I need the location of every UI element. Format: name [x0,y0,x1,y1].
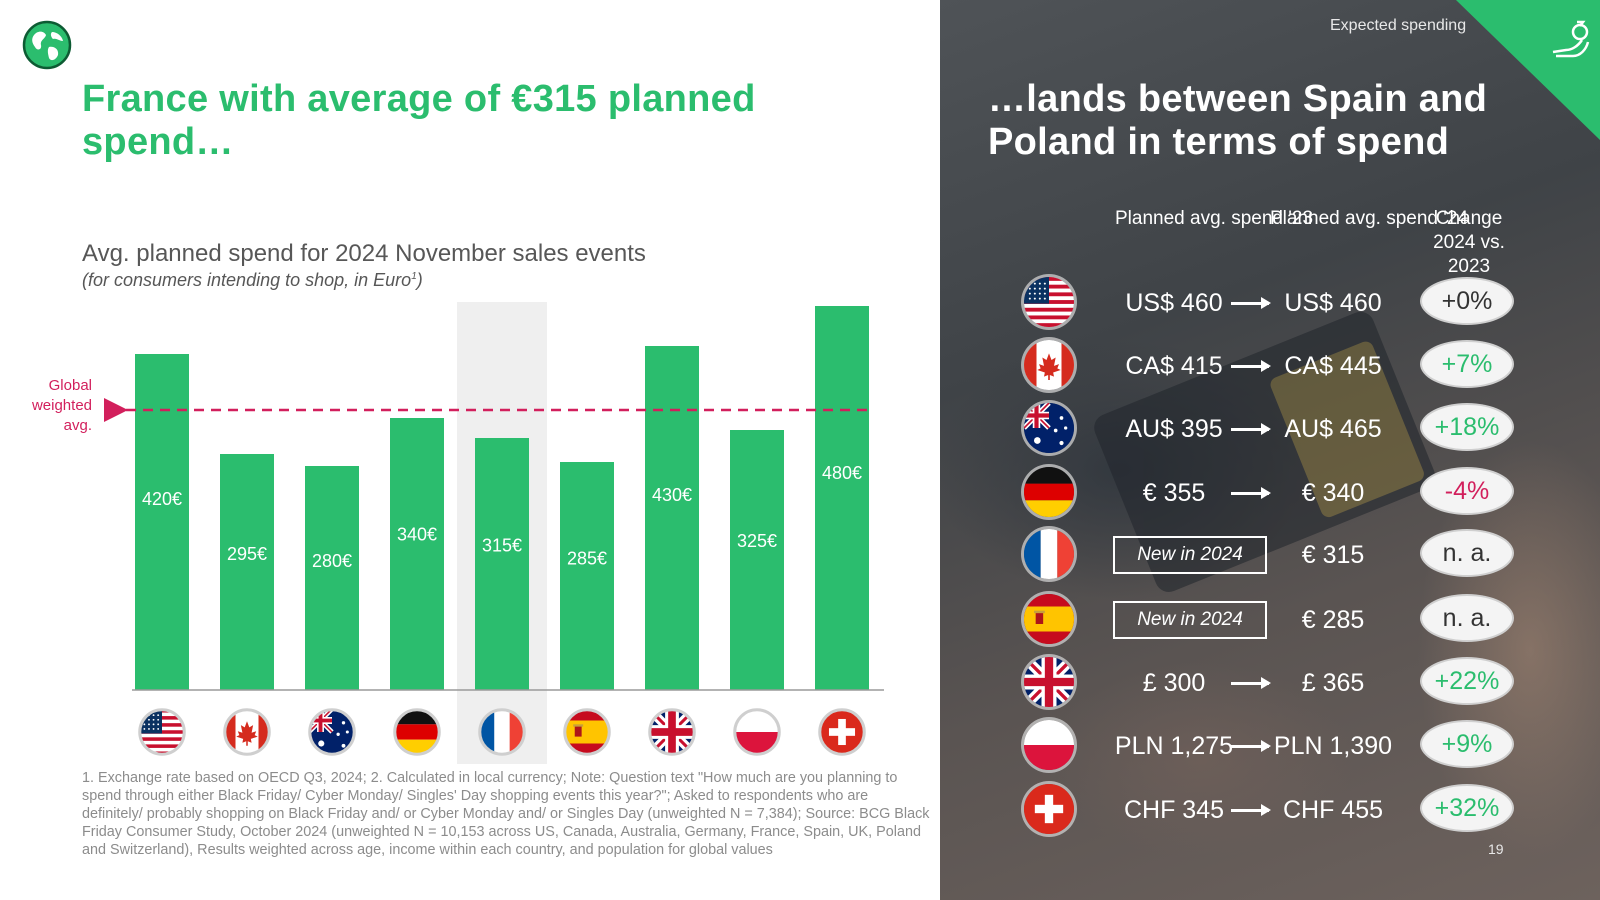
flag-ch-icon [1024,784,1074,834]
table-row: US$ 460 US$ 460 +0% [0,275,1600,331]
table-row: £ 300 £ 365 +22% [0,655,1600,711]
spend-2023: £ 300 [1142,669,1206,697]
table-row: € 355 € 340 -4% [0,465,1600,521]
spend-2024: US$ 460 [1284,289,1382,317]
flag-australia [308,708,356,756]
flag-fr-icon [1024,529,1074,579]
global-average-label: avg. [64,417,92,434]
flag-ca-icon [1024,340,1074,390]
credit-card-illustration [1094,311,1436,592]
bar-value-label: 315€ [482,535,522,555]
bar-chart: 420€ 295€ 280€ 340€ 315€ 285€ 430€ 325€ 480€ Glob… [31,302,884,764]
global-average-marker [104,398,128,422]
spend-2023: AU$ 395 [1125,415,1223,443]
flag-poland [733,708,781,756]
left-title: France with average of €315 planned spen… [82,78,756,163]
change-badge: +18% [1422,405,1512,449]
bar-spain [560,462,614,690]
flag-uk [648,708,696,756]
change-badge: +0% [1422,279,1512,323]
flag-spain [563,708,611,756]
bar-germany [390,418,444,690]
table-row: PLN 1,275 PLN 1,390 +9% [0,718,1600,774]
section-tag: Expected spending [1330,17,1467,34]
flag-germany [393,708,441,756]
spend-2024: € 340 [1301,479,1365,507]
change-badge: +9% [1422,722,1512,766]
change-badge: +7% [1422,342,1512,386]
spend-2023: € 355 [1142,479,1206,507]
bar-value-label: 295€ [227,544,267,564]
chart-title: Avg. planned spend for 2024 November sal… [82,240,646,267]
bar-value-label: 340€ [397,524,437,544]
global-average-label: weighted [31,397,92,414]
spend-2023: PLN 1,275 [1114,732,1234,760]
bar-canada [220,454,274,690]
table-row: AU$ 395 AU$ 465 +18% [0,401,1600,457]
flag-au-icon [1024,403,1074,453]
header-planned-23: Planned avg. spend '23 [1115,208,1314,229]
change-badge: -4% [1422,469,1512,513]
bar-switzerland [815,306,869,690]
flag-switzerland [818,708,866,756]
change-badge: +32% [1422,786,1512,830]
bar-poland [730,430,784,690]
table-row: New in 2024 € 315 n. a. [0,527,1600,583]
flag-france [478,708,526,756]
spend-2024: £ 365 [1301,669,1365,697]
table-row: CHF 345 CHF 455 +32% [0,782,1600,838]
spend-2024: PLN 1,390 [1273,732,1393,760]
right-arrow-icon [1231,487,1271,499]
new-in-2024-badge: New in 2024 [1113,536,1267,574]
hand-money-bag-icon [1552,20,1590,58]
change-badge: n. a. [1422,531,1512,575]
table-row: CA$ 415 CA$ 445 +7% [0,338,1600,394]
page-number: 19 [1488,841,1504,857]
corner-badge [1456,0,1600,140]
bar-value-label: 420€ [142,489,182,509]
spend-2023: CA$ 415 [1125,352,1223,380]
bar-value-label: 430€ [652,485,692,505]
bar-value-label: 280€ [312,551,352,571]
right-arrow-icon [1231,360,1271,372]
bar-value-label: 325€ [737,531,777,551]
bar-uk [645,346,699,690]
spend-2024: AU$ 465 [1284,415,1382,443]
right-title: …lands between Spain and Poland in terms… [988,78,1488,163]
new-in-2024-badge: New in 2024 [1113,601,1267,639]
globe-icon [22,20,72,70]
chart-subtitle: (for consumers intending to shop, in Eur… [82,270,423,290]
bar-value-label: 480€ [822,463,862,483]
right-arrow-icon [1231,740,1271,752]
spend-2024: € 315 [1301,541,1365,569]
spend-2023: CHF 345 [1123,796,1225,824]
footnote: 1. Exchange rate based on OECD Q3, 2024;… [82,770,930,858]
flag-uk-icon [1024,657,1074,707]
flag-us-icon [1024,277,1074,327]
flag-canada [223,708,271,756]
table-row: New in 2024 € 285 n. a. [0,592,1600,648]
flag-us [138,708,186,756]
right-arrow-icon [1231,677,1271,689]
flag-es-icon [1024,594,1074,644]
spend-2024: € 285 [1301,606,1365,634]
bar-value-label: 285€ [567,549,607,569]
right-arrow-icon [1231,804,1271,816]
change-badge: +22% [1422,659,1512,703]
bar-australia [305,466,359,690]
global-average-label: Global [49,377,92,394]
right-arrow-icon [1231,297,1271,309]
header-planned-24: Planned avg. spend '24 [1270,208,1469,229]
change-badge: n. a. [1422,596,1512,640]
header-change: Change 2024 vs. 2023 [1433,208,1505,277]
bar-france [475,438,529,690]
right-arrow-icon [1231,423,1271,435]
spend-2024: CA$ 445 [1284,352,1382,380]
spend-2023: US$ 460 [1125,289,1223,317]
flag-de-icon [1024,467,1074,517]
flag-pl-icon [1024,720,1074,770]
spend-2024: CHF 455 [1282,796,1384,824]
